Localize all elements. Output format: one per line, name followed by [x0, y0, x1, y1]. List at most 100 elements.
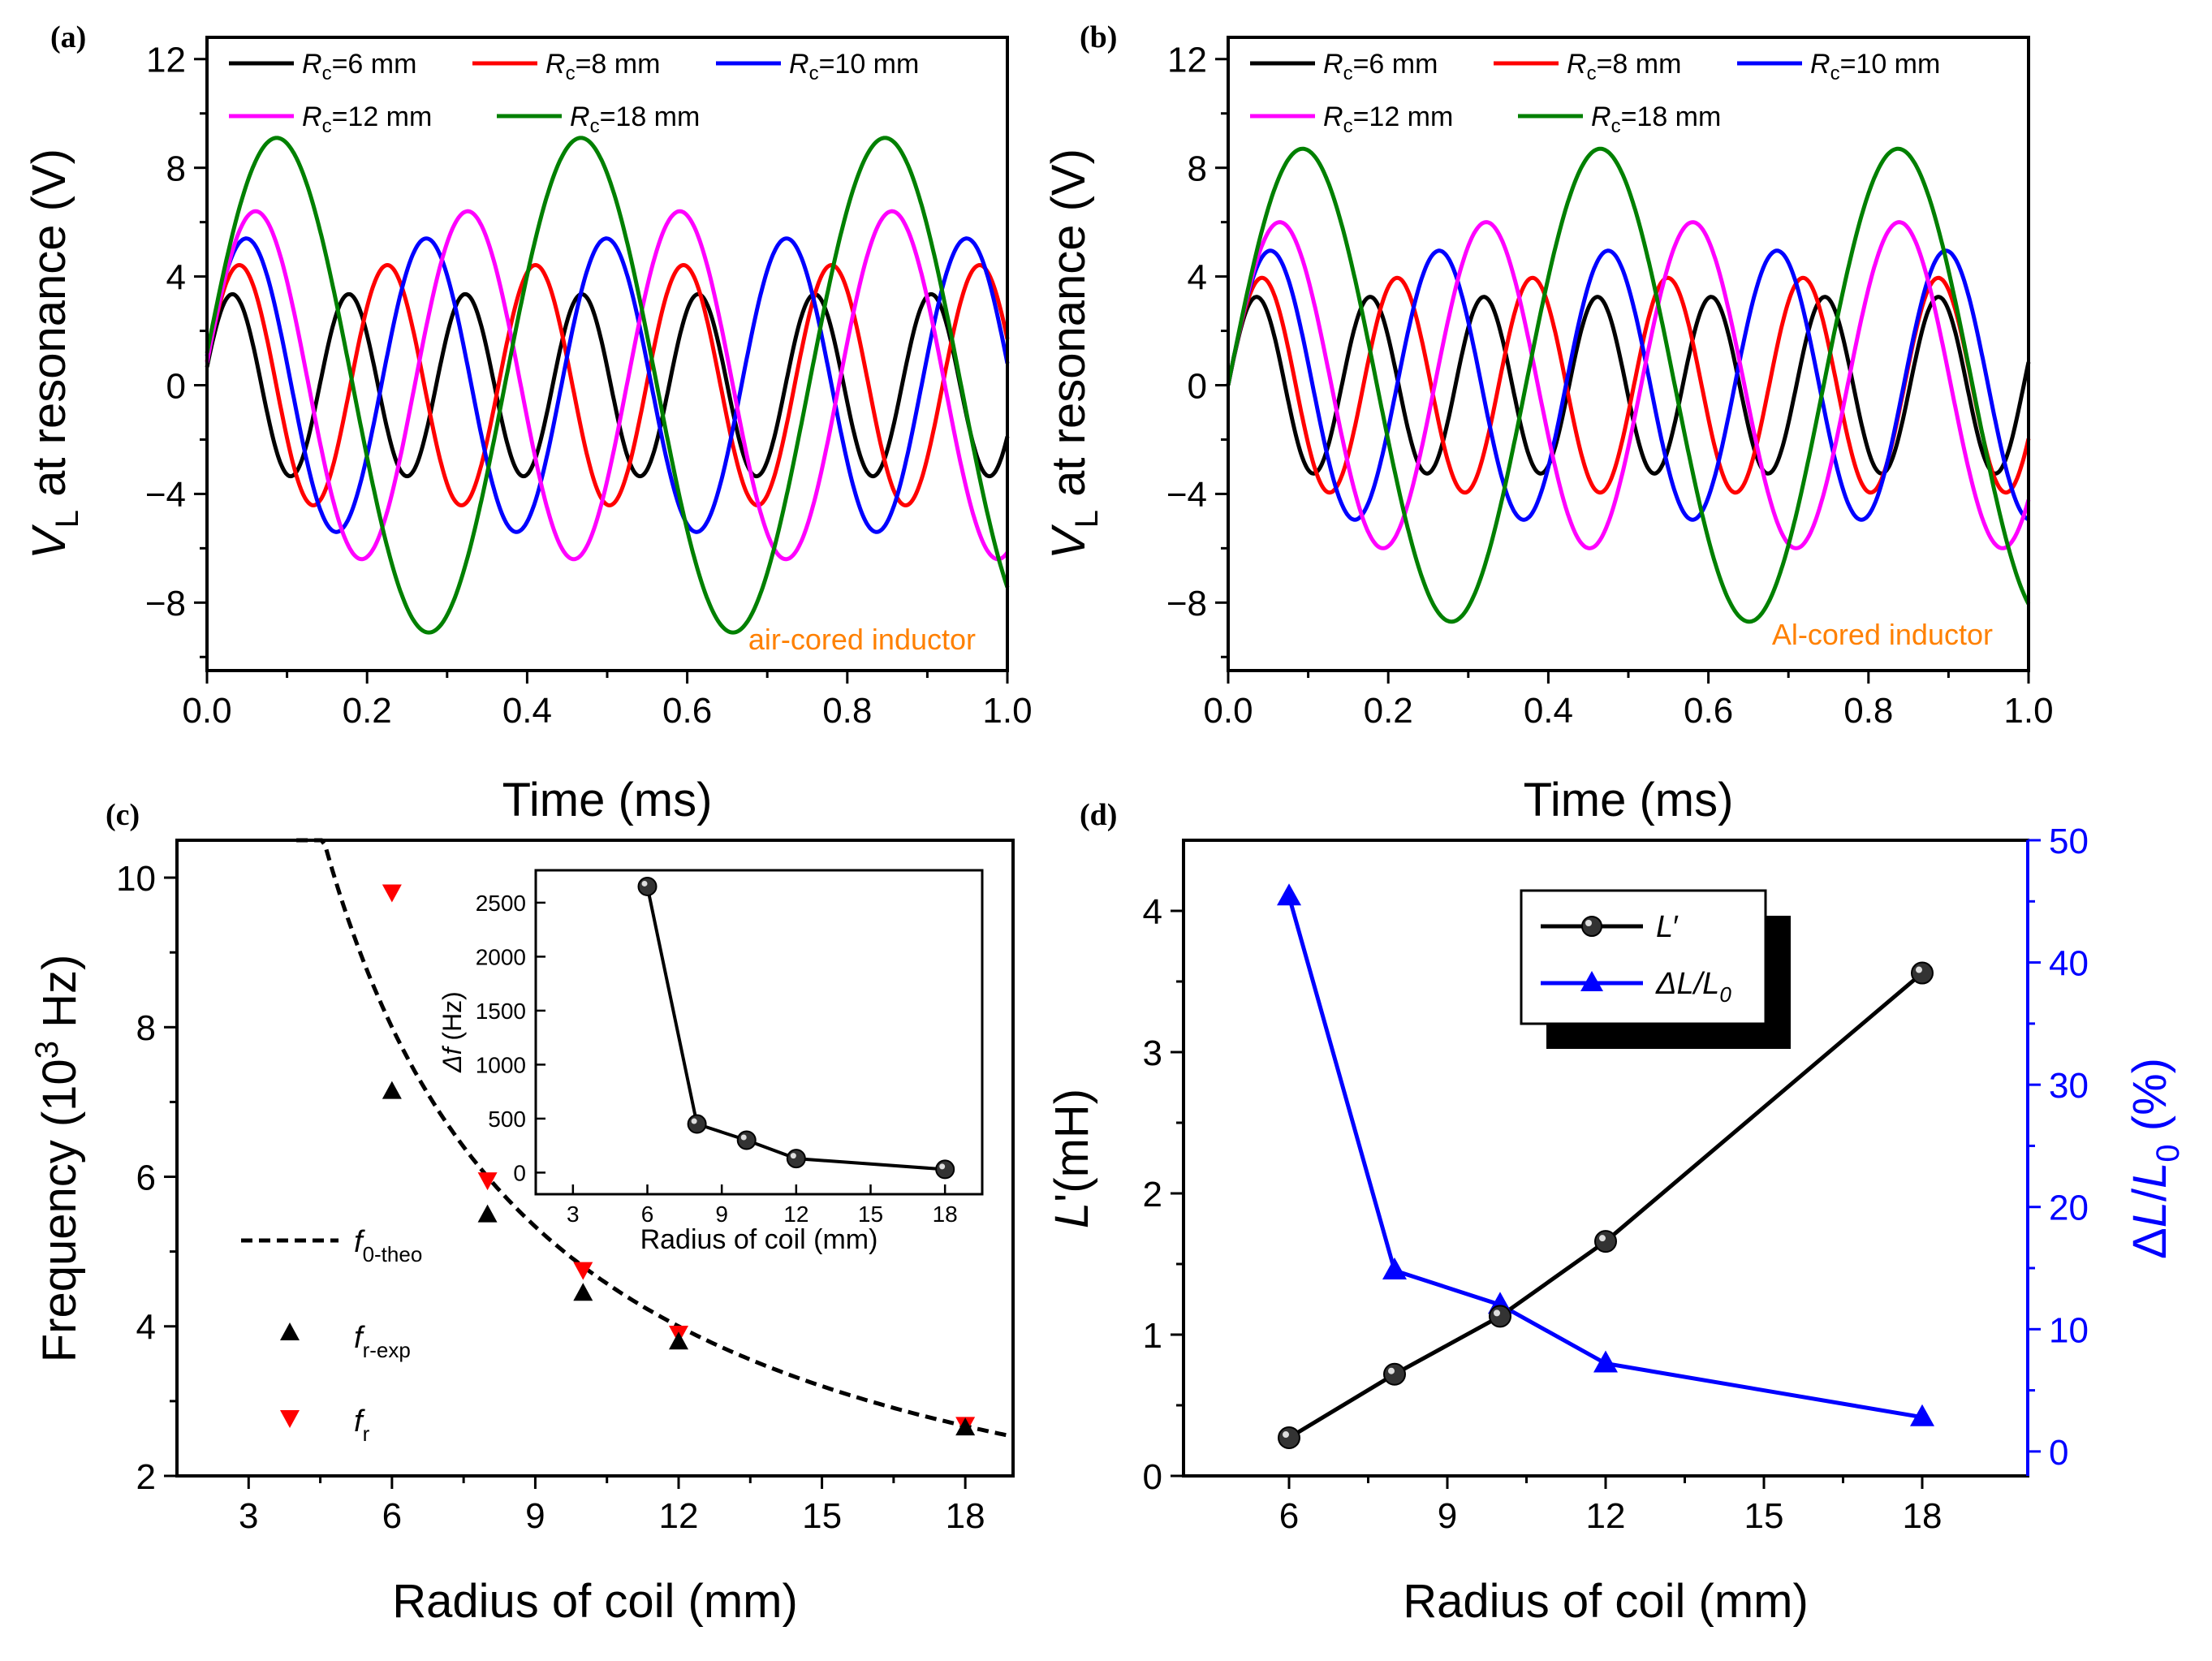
L-point-highlight: [1494, 1309, 1500, 1317]
panel-a-label: (a): [50, 20, 86, 54]
panel-b: (b) 0.0 0.2 0.4 0.6 0.8 1.0 −8 −4 0 4 8 12 Rc=6 mm …: [1042, 20, 2054, 826]
L-point: [1489, 1305, 1511, 1328]
legend-label: Rc=18 mm: [1591, 101, 1721, 137]
panel-b-label: (b): [1080, 20, 1117, 54]
dL-point: [1593, 1350, 1618, 1373]
legend-entry: Rc=8 mm: [1494, 49, 1681, 84]
x-tick-label: 3: [239, 1496, 258, 1536]
legend-entry: Rc=18 mm: [1518, 101, 1721, 137]
panel-d-ylabel-right: ΔL/L0 (%): [2124, 1058, 2186, 1259]
y-tick-label: 8: [136, 1008, 156, 1048]
inset-point: [637, 876, 658, 896]
panel-b-curves: [1226, 146, 2031, 624]
y-tick-label: 2: [1143, 1175, 1162, 1214]
fr-exp-point: [573, 1283, 593, 1301]
panel-c-legend: f0-theo fr-exp fr: [241, 1225, 422, 1446]
fr-point: [573, 1262, 593, 1280]
y-tick-label: 8: [166, 149, 186, 189]
panel-c-plot: [296, 838, 1014, 1439]
legend-entry: Rc=8 mm: [472, 49, 660, 84]
L-point-highlight: [1599, 1235, 1606, 1242]
inset-x-tick-label: 6: [641, 1202, 654, 1227]
inset-point-highlight: [641, 880, 648, 887]
legend-swatch: [1585, 920, 1592, 926]
x-tick-label: 12: [1586, 1496, 1626, 1536]
legend-entry: Rc=6 mm: [229, 49, 416, 84]
L-point: [1911, 961, 1934, 985]
fr-exp-point: [477, 1204, 498, 1223]
panel-c: (c) 3 6 9 12 15 18 2 4 6 8 10 f0-theo fr-exp fr 3 6…: [29, 798, 1015, 1628]
L-point-highlight: [1283, 1431, 1289, 1439]
legend-entry: L′: [1541, 910, 1679, 944]
legend-label: Rc=8 mm: [545, 49, 660, 84]
inset-frame: [534, 869, 984, 1196]
inset-y-tick-label: 2500: [476, 891, 526, 916]
right-y-tick-label: 10: [2049, 1310, 2089, 1350]
y-tick-label: 6: [136, 1158, 156, 1197]
x-tick-label: 18: [946, 1496, 985, 1536]
fr-exp-point: [382, 1081, 402, 1099]
x-tick-label: 9: [1438, 1496, 1457, 1536]
x-tick-label: 0.6: [662, 691, 712, 731]
panel-a-annotation: air-cored inductor: [748, 623, 976, 656]
x-tick-label: 1.0: [2003, 691, 2053, 731]
right-y-tick-label: 50: [2049, 822, 2089, 861]
x-tick-label: 0.6: [1684, 691, 1733, 731]
x-tick-label: 0.8: [822, 691, 872, 731]
fr-point: [382, 884, 402, 903]
y-tick-label: −4: [1166, 475, 1207, 515]
panel-a-curves: [205, 136, 1010, 635]
inset-point-highlight: [691, 1118, 697, 1124]
theory-curve: [296, 838, 1014, 1439]
inset-point-highlight: [790, 1153, 796, 1159]
right-y-tick-label: 20: [2049, 1189, 2089, 1228]
panel-c-ylabel: Frequency (103 Hz): [29, 955, 86, 1363]
legend-swatch: [1581, 916, 1602, 937]
panel-a-legend: Rc=6 mm Rc=8 mm Rc=10 mm Rc=12 mm Rc=18 …: [229, 49, 919, 137]
panel-d-plot: [1277, 883, 1934, 1450]
fr-exp-point: [669, 1331, 688, 1350]
y-tick-label: 0: [1143, 1457, 1162, 1497]
legend-swatch: [1580, 971, 1603, 991]
x-tick-label: 15: [802, 1496, 842, 1536]
x-tick-label: 0.0: [182, 691, 231, 731]
x-tick-label: 0.2: [343, 691, 392, 731]
legend-entry: Rc=6 mm: [1250, 49, 1438, 84]
legend-label: Rc=12 mm: [1323, 101, 1453, 137]
legend-label: Rc=6 mm: [302, 49, 416, 84]
trace-6mm: [205, 291, 1010, 479]
inset-point: [687, 1114, 707, 1134]
x-tick-label: 0.4: [1524, 691, 1573, 731]
panel-a-ylabel: VL at resonance (V): [23, 149, 85, 559]
inset-y-tick-label: 1500: [476, 999, 526, 1024]
y-tick-label: −8: [1166, 584, 1207, 623]
L-point-highlight: [1388, 1367, 1395, 1374]
legend-entry: Rc=12 mm: [229, 101, 432, 137]
panel-d-label: (d): [1080, 798, 1117, 832]
x-tick-label: 9: [525, 1496, 545, 1536]
panel-b-legend: Rc=6 mm Rc=8 mm Rc=10 mm Rc=12 mm Rc=18 …: [1250, 49, 1940, 137]
legend-box: [1520, 889, 1767, 1025]
legend-entry: Rc=10 mm: [716, 49, 919, 84]
inset-y-tick-label: 0: [513, 1160, 526, 1185]
inset-x-tick-label: 9: [715, 1202, 728, 1227]
y-tick-label: 8: [1188, 149, 1207, 189]
y-tick-label: 4: [1143, 892, 1162, 932]
L-point-highlight: [1916, 966, 1922, 973]
legend-entry: ΔL/L0: [1541, 967, 1731, 1007]
x-tick-label: 12: [659, 1496, 699, 1536]
L-point: [1383, 1362, 1406, 1386]
y-tick-label: 12: [146, 41, 186, 80]
y-tick-label: 0: [166, 366, 186, 406]
legend-label: L′: [1656, 910, 1679, 944]
inset-x-tick-label: 15: [858, 1202, 883, 1227]
panel-d-legend: L′ ΔL/L0: [1520, 889, 1791, 1049]
trace-8mm: [205, 262, 1010, 508]
inset-x-tick-label: 3: [567, 1202, 580, 1227]
x-tick-label: 0.0: [1203, 691, 1253, 731]
panel-d-ylabel-left: L'(mH): [1046, 1089, 1098, 1228]
panel-c-label: (c): [106, 798, 140, 832]
inset-point: [736, 1130, 757, 1150]
